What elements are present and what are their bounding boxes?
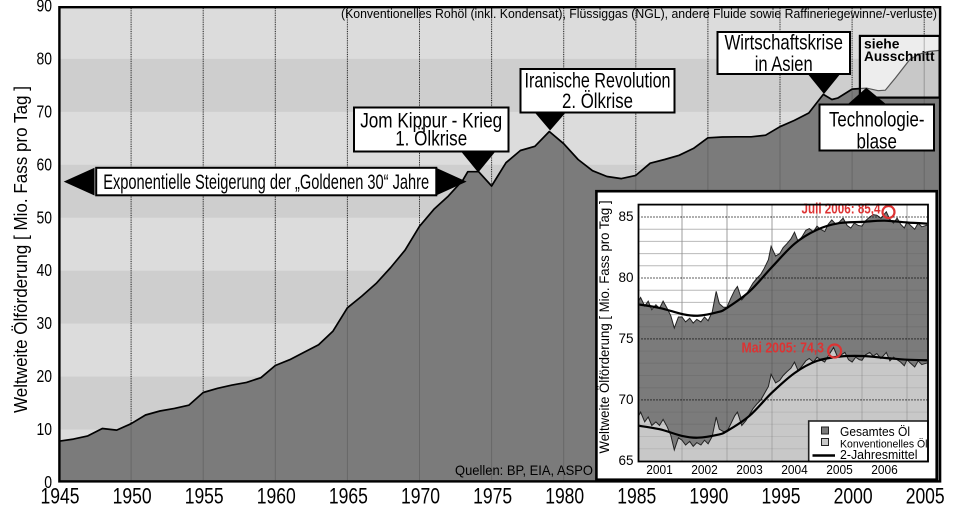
svg-text:blase: blase [856,131,897,154]
svg-text:2002: 2002 [691,462,718,477]
svg-text:60: 60 [37,154,53,174]
svg-text:40: 40 [37,260,53,280]
svg-text:2005: 2005 [826,462,853,477]
svg-text:(Konventionelles Rohöl (inkl.: (Konventionelles Rohöl (inkl. Kondensat)… [341,6,937,21]
svg-text:2006: 2006 [871,462,898,477]
svg-text:1945: 1945 [41,484,80,509]
svg-text:Ausschnitt: Ausschnitt [864,49,935,64]
svg-text:1950: 1950 [113,484,152,509]
svg-text:10: 10 [37,419,53,439]
svg-text:70: 70 [619,391,634,407]
svg-text:Juli 2006: 85,4: Juli 2006: 85,4 [802,202,881,218]
svg-text:1955: 1955 [185,484,224,509]
svg-text:1970: 1970 [401,484,440,509]
svg-text:2-Jahresmittel: 2-Jahresmittel [840,447,918,462]
svg-text:2001: 2001 [646,462,673,477]
svg-text:in Asien: in Asien [755,53,813,76]
svg-text:65: 65 [619,452,634,468]
svg-text:1965: 1965 [329,484,368,509]
svg-text:50: 50 [37,207,53,227]
svg-text:85: 85 [619,208,634,224]
svg-text:Weltweite Ölförderung [ Mio. F: Weltweite Ölförderung [ Mio. Fass pro Ta… [595,201,612,454]
svg-text:2005: 2005 [906,484,945,509]
svg-text:20: 20 [37,366,53,386]
svg-text:70: 70 [37,101,53,121]
svg-text:Quellen: BP, EIA, ASPO: Quellen: BP, EIA, ASPO [455,462,593,478]
svg-text:1960: 1960 [257,484,296,509]
svg-text:2004: 2004 [781,462,808,477]
svg-text:2003: 2003 [736,462,763,477]
svg-text:1985: 1985 [617,484,656,509]
svg-text:1990: 1990 [689,484,728,509]
svg-text:2. Ölkrise: 2. Ölkrise [562,90,633,113]
svg-text:Gesamtes Öl: Gesamtes Öl [840,424,910,439]
svg-text:Exponentielle Steigerung der „: Exponentielle Steigerung der „Goldenen 3… [103,171,429,194]
svg-text:Wirtschaftskrise: Wirtschaftskrise [724,32,843,55]
svg-text:siehe: siehe [864,37,900,52]
svg-text:80: 80 [619,269,634,285]
svg-text:75: 75 [619,330,634,346]
svg-text:2000: 2000 [834,484,873,509]
svg-text:1980: 1980 [545,484,584,509]
svg-text:Jom Kippur - Krieg: Jom Kippur - Krieg [360,109,502,132]
svg-text:Weltweite Ölförderung [ Mio. F: Weltweite Ölförderung [ Mio. Fass pro Ta… [11,86,31,413]
svg-text:1. Ölkrise: 1. Ölkrise [395,128,467,151]
svg-text:Iranische Revolution: Iranische Revolution [525,70,671,93]
svg-text:80: 80 [37,48,53,68]
svg-text:90: 90 [37,0,53,16]
svg-text:0: 0 [44,472,52,492]
svg-text:1975: 1975 [473,484,512,509]
svg-text:Technologie-: Technologie- [829,109,925,132]
svg-text:1995: 1995 [762,484,801,509]
svg-text:Konventionelles Öl: Konventionelles Öl [840,439,928,451]
svg-text:Mai 2005: 74,3: Mai 2005: 74,3 [742,341,825,357]
svg-text:30: 30 [37,313,53,333]
